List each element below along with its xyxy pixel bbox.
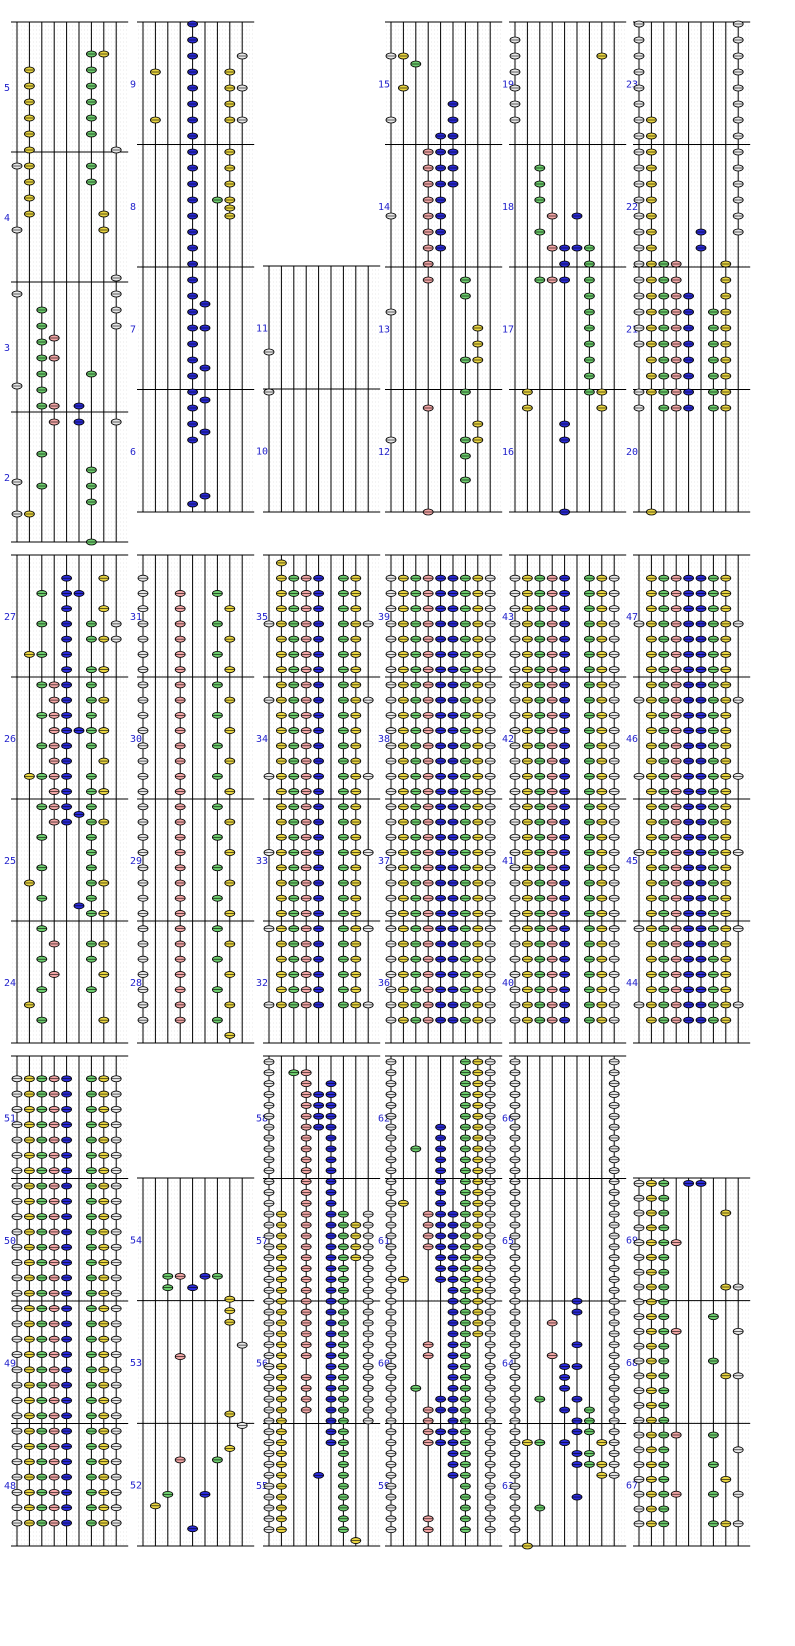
measure-label: 33 [256, 856, 268, 867]
measure-label: 31 [130, 612, 142, 623]
measure-label: 32 [256, 978, 268, 989]
panel-10: 36 37 38 39 [378, 554, 503, 1044]
panel-2: 6 7 8 9 [130, 20, 255, 513]
measure-label: 53 [130, 1358, 142, 1369]
measure-label: 6 [130, 447, 136, 458]
measure-label: 54 [130, 1235, 142, 1246]
panel-5: 16 17 18 19 [502, 21, 627, 516]
measure-label: 37 [378, 856, 390, 867]
measure-label: 27 [4, 612, 16, 623]
measure-label: 5 [4, 83, 10, 94]
measure-label: 30 [130, 734, 142, 745]
panel-9: 32 33 34 35 [256, 554, 381, 1044]
measure-label: 11 [256, 324, 268, 335]
measure-label: 24 [4, 978, 16, 989]
measure-label: 16 [502, 447, 514, 458]
measure-label: 9 [130, 79, 136, 90]
measure-label: 28 [130, 978, 142, 989]
measure-label: 23 [626, 79, 638, 90]
measure-label: 29 [130, 856, 142, 867]
measure-label: 22 [626, 202, 638, 213]
measure-label: 52 [130, 1481, 142, 1492]
measure-label: 44 [626, 978, 638, 989]
measure-label: 36 [378, 978, 390, 989]
measure-label: 46 [626, 734, 638, 745]
panel-4: 12 13 14 15 [378, 21, 503, 516]
measure-label: 2 [4, 473, 10, 484]
panel-7: 24 25 26 27 [4, 554, 129, 1044]
measure-label: 3 [4, 343, 10, 354]
measure-label: 17 [502, 324, 514, 335]
measure-label: 21 [626, 324, 638, 335]
measure-label: 10 [256, 447, 268, 458]
measure-label: 19 [502, 79, 514, 90]
measure-label: 8 [130, 202, 136, 213]
measure-label: 12 [378, 447, 390, 458]
panel-1: 2 3 4 5 [4, 21, 129, 546]
measure-label: 45 [626, 856, 638, 867]
panel-3: 10 11 [256, 265, 381, 513]
panel-8: 28 29 30 31 [130, 554, 255, 1044]
measure-label: 38 [378, 734, 390, 745]
panel-6: 20 21 22 23 [626, 20, 751, 516]
measure-label: 13 [378, 324, 390, 335]
measure-label: 26 [4, 734, 16, 745]
measure-label: 39 [378, 612, 390, 623]
measure-label: 15 [378, 79, 390, 90]
measure-label: 25 [4, 856, 16, 867]
measure-label: 34 [256, 734, 268, 745]
panel-14: 52 53 54 [130, 1177, 255, 1547]
measure-label: 18 [502, 202, 514, 213]
measure-label: 7 [130, 324, 136, 335]
measure-label: 35 [256, 612, 268, 623]
measure-label: 4 [4, 213, 10, 224]
measure-label: 20 [626, 447, 638, 458]
measure-label: 14 [378, 202, 390, 213]
